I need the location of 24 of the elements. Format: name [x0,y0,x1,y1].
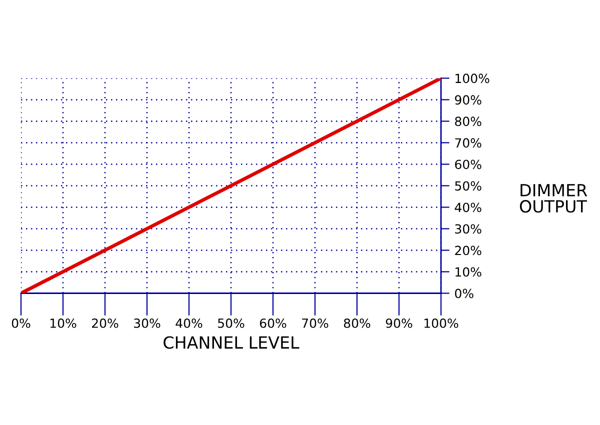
x-tick-label: 20% [92,318,118,328]
x-tick-label: 0% [12,318,30,328]
x-tick-label: 50% [218,318,244,328]
x-tick-label: 10% [50,318,76,328]
y-tick-label: 10% [456,267,482,277]
y-tick-label: 40% [454,202,482,212]
y-tick-label: 20% [455,246,482,256]
x-tick-label: 30% [134,318,160,328]
x-tick-label: 90% [386,318,412,328]
y-axis-title: DIMMER OUTPUT [520,184,588,213]
x-tick-label: 60% [260,318,286,328]
y-tick-label: 30% [455,224,482,234]
y-tick-label: 100% [456,74,490,84]
y-tick-label: 70% [455,138,482,148]
x-tick-label: 100% [424,318,458,328]
y-tick-label: 90% [454,95,482,105]
y-tick-label: 60% [455,160,482,170]
x-tick-label: 40% [176,318,202,328]
x-tick-label: 70% [302,318,328,328]
y-tick-label: 50% [455,181,482,191]
x-tick-label: 80% [344,318,370,328]
y-tick-label: 80% [455,116,482,126]
x-axis-title: CHANNEL LEVEL [164,336,300,349]
y-tick-label: 0% [455,288,474,298]
